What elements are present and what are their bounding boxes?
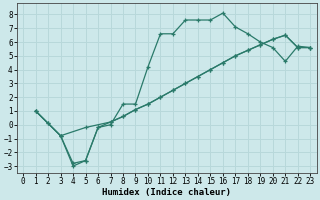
X-axis label: Humidex (Indice chaleur): Humidex (Indice chaleur): [102, 188, 231, 197]
